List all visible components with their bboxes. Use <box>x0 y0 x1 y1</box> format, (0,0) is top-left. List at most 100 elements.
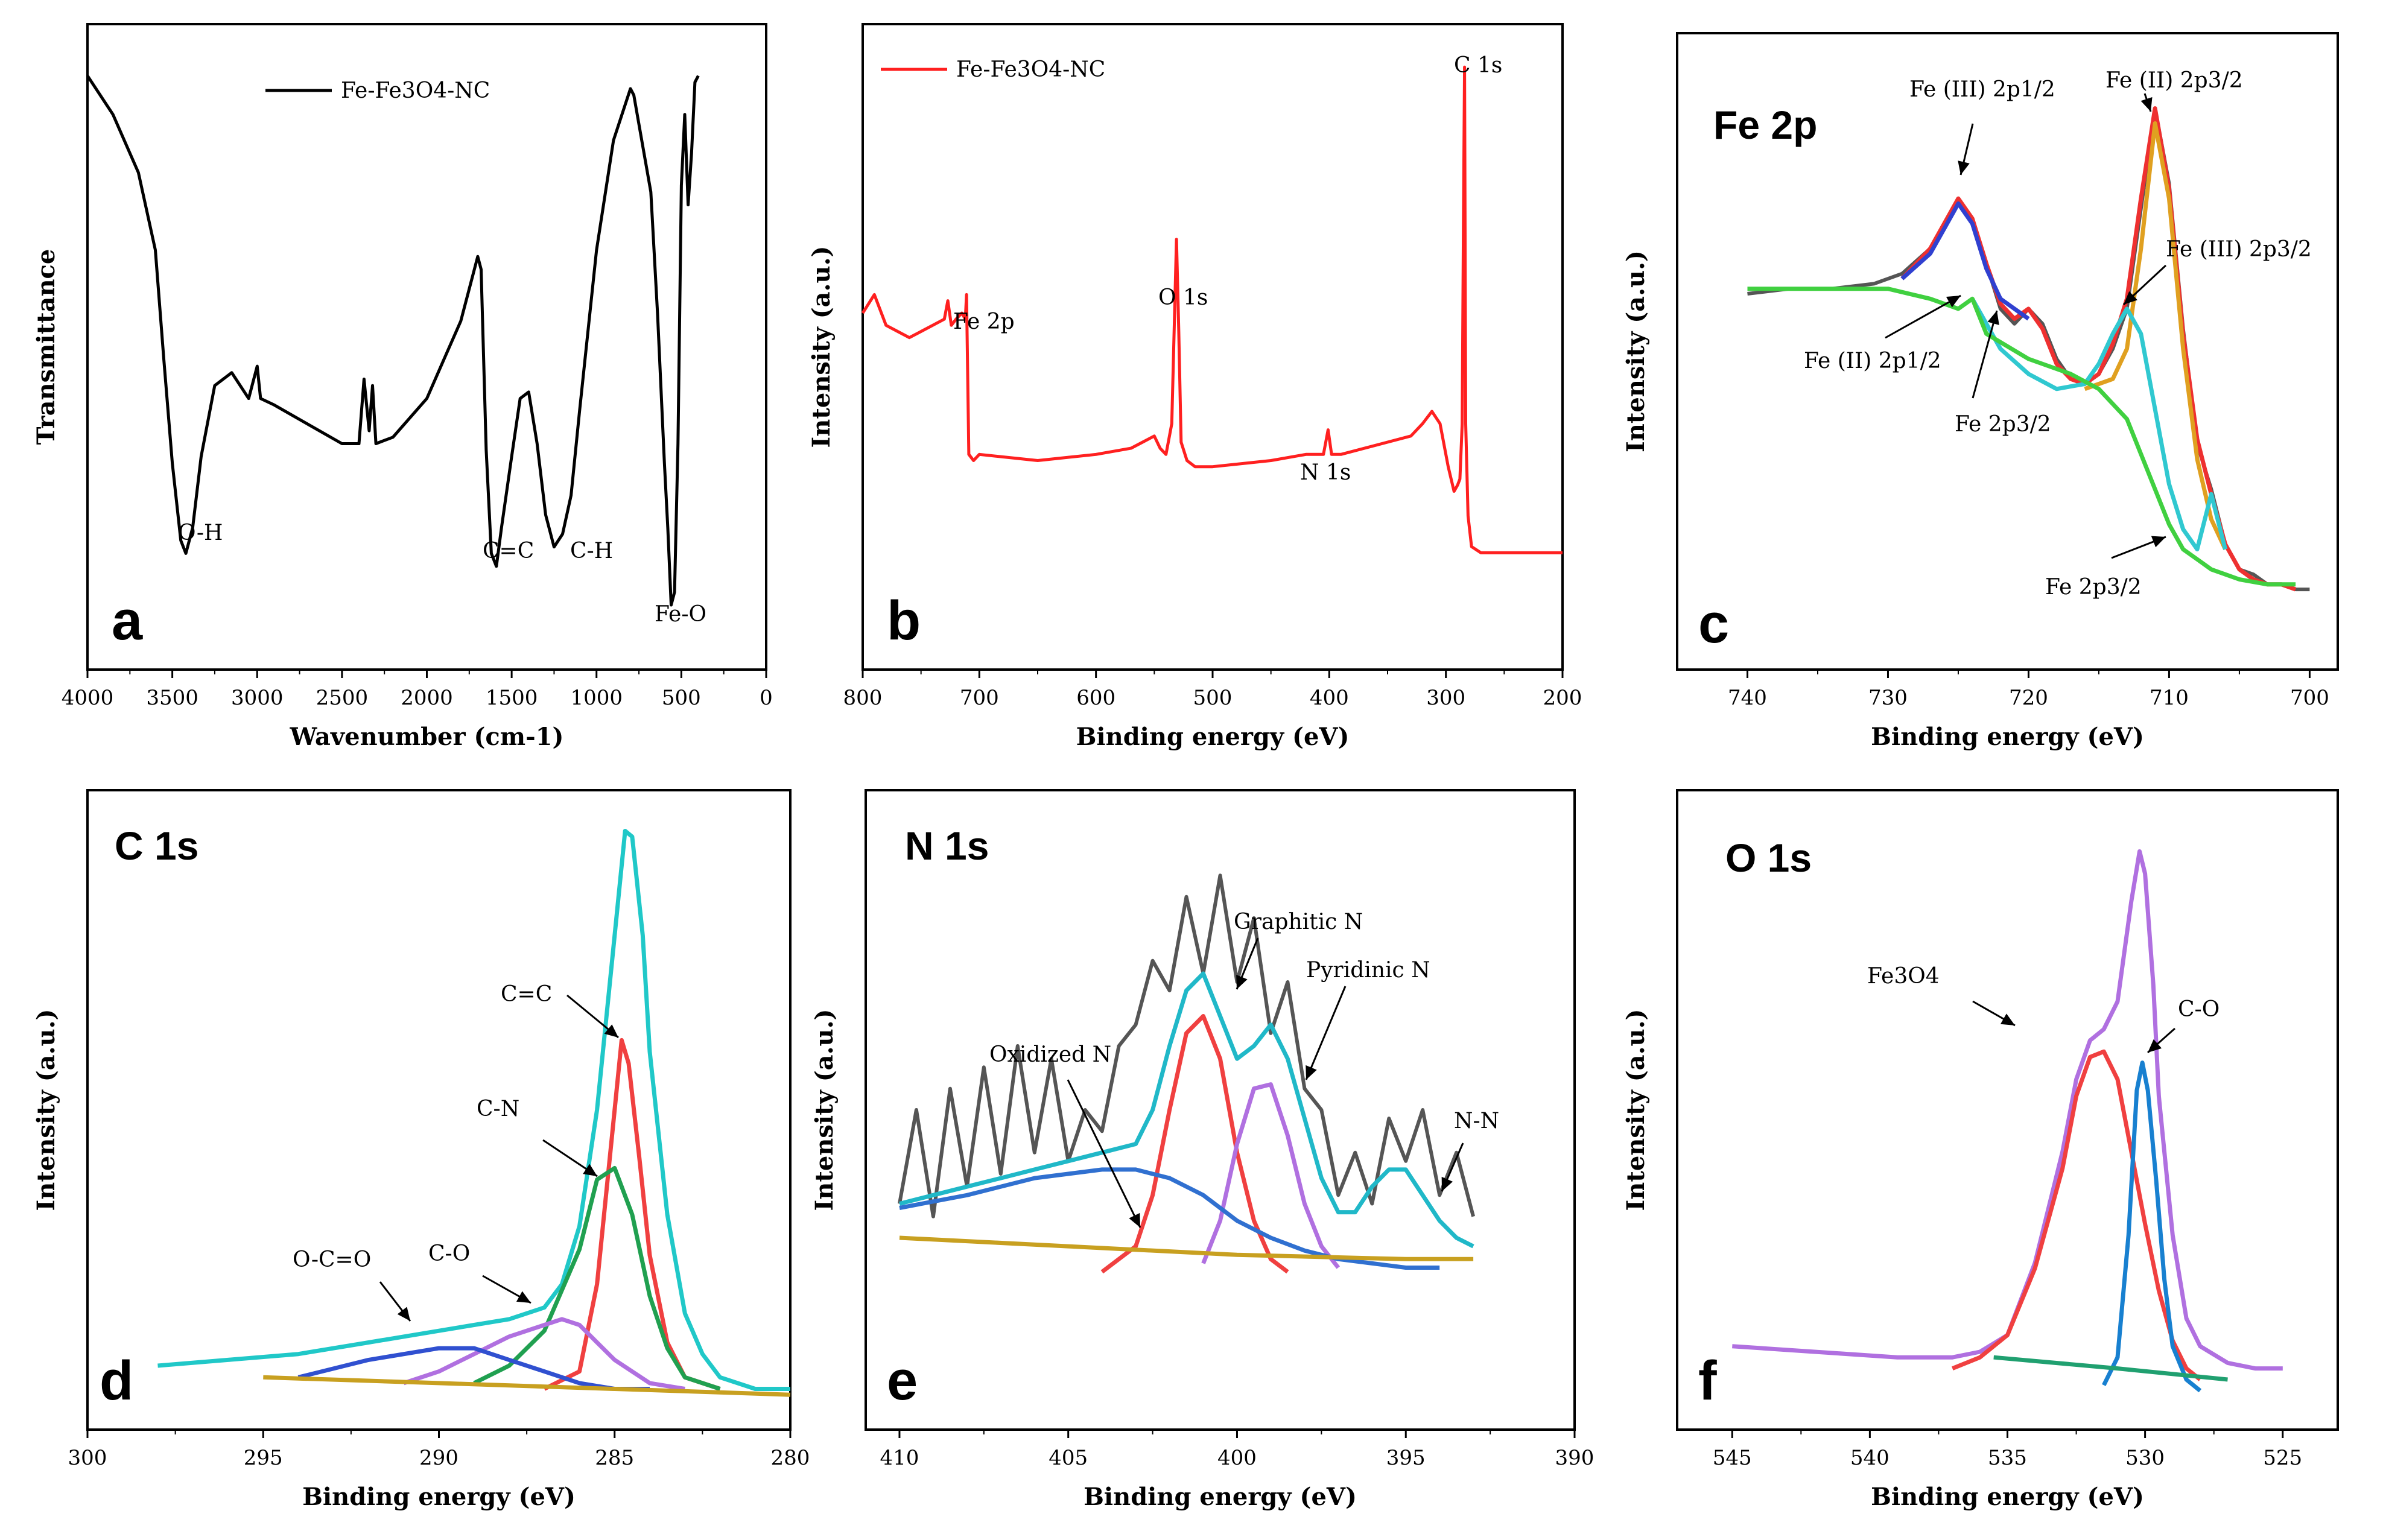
annotation-arrowhead <box>1236 974 1248 989</box>
annotation-arrowhead <box>2000 1013 2015 1025</box>
x-tick-label: 540 <box>1850 1446 1890 1470</box>
panel-title: Fe 2p <box>1713 103 1817 147</box>
x-tick-label: 535 <box>1988 1446 2027 1470</box>
peak-annotation: O 1s <box>1158 285 1208 310</box>
x-tick-label: 300 <box>68 1446 107 1470</box>
x-tick-label: 295 <box>244 1446 283 1470</box>
peak-annotation: Fe3O4 <box>1867 964 1940 989</box>
plot-frame <box>1676 32 2339 671</box>
annotation-arrowhead <box>2151 536 2166 548</box>
panel-d: 300 295 290 285 280 Binding energy (eV) Intens… <box>32 789 810 1511</box>
peak-annotation: N 1s <box>1300 460 1351 485</box>
plot-frame <box>86 23 767 671</box>
x-tick-label: 4000 <box>62 686 114 710</box>
annotation-arrowhead <box>1129 1212 1140 1228</box>
series-line-fe-ii-2p3-2 <box>2084 121 2227 551</box>
peak-annotation: C-O <box>428 1241 470 1266</box>
annotation-arrowhead <box>397 1307 410 1321</box>
panel-letter: c <box>1698 593 1729 654</box>
x-tick-label: 410 <box>880 1446 919 1470</box>
panel-c: 740 730 720 710 700 Binding energy (eV) Intens… <box>1622 32 2339 751</box>
y-axis-title: Intensity (a.u.) <box>1622 1009 1650 1211</box>
series-line-oxidized-n <box>899 1167 1440 1270</box>
annotation-arrowhead <box>1946 296 1961 308</box>
peak-annotation: O-H <box>178 521 223 545</box>
series-line-raw <box>898 873 1476 1218</box>
panel-b: 800 700 600 500 400 300 200 Binding energy (eV)… <box>807 23 1582 751</box>
annotation-arrow <box>1972 310 1998 399</box>
x-tick-label: 600 <box>1076 686 1115 710</box>
annotation-arrow <box>1885 294 1961 339</box>
annotation-arrowhead <box>604 1024 618 1038</box>
series-line-envelope <box>899 971 1474 1249</box>
x-tick-label: 700 <box>2290 686 2329 710</box>
series-line-fe-fe3o4-nc <box>861 65 1563 554</box>
series-line-c-o <box>2102 1060 2202 1393</box>
series-line-envelope <box>157 829 790 1391</box>
legend-label: Fe-Fe3O4-NC <box>341 78 490 103</box>
peak-annotation: Pyridinic N <box>1306 958 1430 983</box>
x-tick-label: 3000 <box>231 686 284 710</box>
peak-annotation: Fe (II) 2p3/2 <box>2105 68 2243 93</box>
panel-title: O 1s <box>1725 835 1812 880</box>
x-tick-label: 1500 <box>486 686 538 710</box>
series-line-fe-iii-2p1-2 <box>1900 201 2030 321</box>
peak-annotation: Fe 2p <box>953 309 1015 334</box>
series-line-baseline <box>1993 1355 2228 1382</box>
panel-title: C 1s <box>115 823 198 868</box>
x-tick-label: 525 <box>2263 1446 2302 1470</box>
x-tick-label: 730 <box>1868 686 1908 710</box>
x-tick-label: 1000 <box>570 686 623 710</box>
panel-f: 545 540 535 530 525 Binding energy (eV) Intens… <box>1622 789 2339 1511</box>
peak-annotation: Fe (III) 2p1/2 <box>1909 77 2055 102</box>
series-line-fe-iii-2p3-2 <box>1970 297 2227 552</box>
peak-annotation: C=C <box>483 539 534 563</box>
x-tick-label: 3500 <box>146 686 198 710</box>
panel-letter: e <box>887 1350 918 1412</box>
panel-letter: b <box>887 590 921 651</box>
peak-annotation: Fe (III) 2p3/2 <box>2166 237 2312 262</box>
panel-a: 4000 3500 3000 2500 2000 1500 1000 500 0 Wavenumb… <box>32 23 773 751</box>
panel-letter: a <box>112 590 143 651</box>
series-line-baseline <box>263 1375 791 1397</box>
x-tick-label: 280 <box>771 1446 810 1470</box>
x-tick-label: 395 <box>1386 1446 1426 1470</box>
annotation-arrowhead <box>1306 1065 1317 1080</box>
series-line-background <box>1747 287 2296 587</box>
series-line-fe-fe3o4-nc <box>86 75 700 607</box>
y-axis-title: Intensity (a.u.) <box>32 1009 60 1211</box>
y-axis-title: Intensity (a.u.) <box>1622 250 1650 452</box>
annotation-arrowhead <box>1958 160 1970 175</box>
panel-letter: f <box>1698 1350 1717 1412</box>
x-tick-label: 0 <box>760 686 773 710</box>
x-axis-title: Binding energy (eV) <box>1871 1483 2144 1511</box>
x-tick-label: 530 <box>2125 1446 2165 1470</box>
x-tick-label: 500 <box>662 686 701 710</box>
x-tick-label: 545 <box>1713 1446 1752 1470</box>
x-tick-label: 740 <box>1728 686 1767 710</box>
series-line-pyridinic-n <box>1201 1082 1341 1269</box>
peak-annotation: N-N <box>1454 1109 1499 1133</box>
panel-e: 410 405 400 395 390 Binding energy (eV) Intens… <box>810 789 1594 1511</box>
x-tick-label: 300 <box>1426 686 1465 710</box>
x-tick-label: 400 <box>1217 1446 1257 1470</box>
peak-annotation: C=C <box>501 982 552 1007</box>
peak-annotation: Fe-O <box>655 602 706 627</box>
x-tick-label: 2000 <box>401 686 453 710</box>
x-tick-label: 200 <box>1543 686 1582 710</box>
peak-annotation: C-O <box>2178 997 2220 1022</box>
x-axis-title: Binding energy (eV) <box>1871 723 2144 751</box>
peak-annotation: Fe 2p3/2 <box>2045 575 2142 600</box>
y-axis-title: Transmittance <box>32 249 60 445</box>
series-line-baseline <box>899 1235 1474 1261</box>
legend-label: Fe-Fe3O4-NC <box>956 57 1105 82</box>
x-tick-label: 720 <box>2009 686 2048 710</box>
x-axis-title: Binding energy (eV) <box>1076 723 1350 751</box>
y-axis-title: Intensity (a.u.) <box>807 246 836 448</box>
peak-annotation: C 1s <box>1454 53 1502 78</box>
series-line-fe3o4 <box>1951 1049 2202 1381</box>
peak-annotation: O-C=O <box>293 1247 371 1272</box>
peak-annotation: Graphitic N <box>1234 910 1363 934</box>
x-tick-label: 390 <box>1555 1446 1594 1470</box>
